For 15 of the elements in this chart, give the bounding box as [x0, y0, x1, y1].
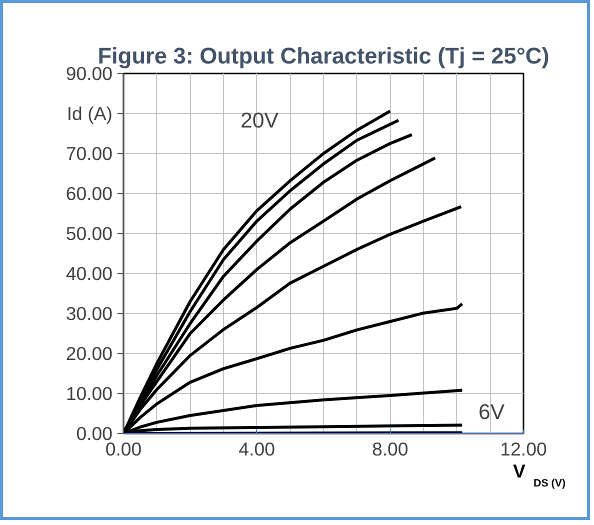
x-axis-title: VDS (V): [513, 460, 566, 490]
y-tick-label: 60.00: [66, 183, 112, 204]
y-axis-title: Id (A): [66, 103, 113, 124]
y-tick-label: 10.00: [66, 383, 112, 404]
y-tick-label: 50.00: [66, 223, 112, 244]
x-tick-label: 12.00: [500, 438, 547, 460]
y-tick-label: 20.00: [66, 343, 112, 364]
x-tick-label: 4.00: [238, 438, 275, 460]
y-tick-label: 0.00: [76, 423, 112, 444]
y-tick-label: 40.00: [66, 263, 112, 284]
y-tick-label: 30.00: [66, 303, 112, 324]
annotation: 20V: [240, 108, 280, 132]
annotation: 6V: [478, 400, 506, 424]
y-tick-label: 70.00: [66, 143, 112, 164]
x-tick-label: 8.00: [372, 438, 408, 460]
